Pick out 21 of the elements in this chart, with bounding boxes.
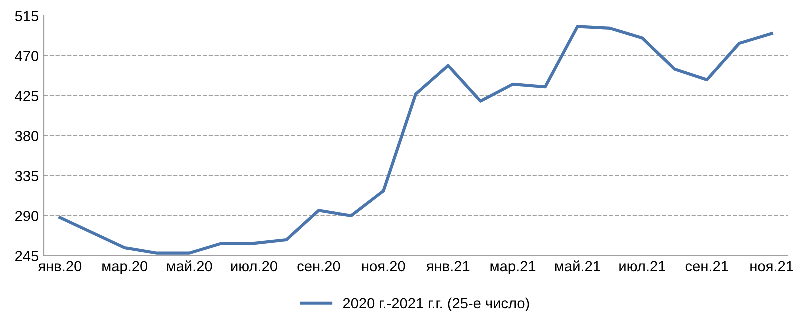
x-tick-label: июл.20 <box>232 261 278 272</box>
y-tick-label: 425 <box>15 91 39 102</box>
y-tick-label: 335 <box>15 171 39 182</box>
y-tick-label: 515 <box>15 11 39 22</box>
x-tick-label: май.20 <box>167 260 212 272</box>
x-tick-label: май.21 <box>555 260 600 272</box>
x-tick-label: июл.21 <box>620 261 666 272</box>
y-tick-label: 470 <box>15 51 39 62</box>
legend-label: 2020 г.-2021 г.г. (25-е число) <box>343 298 530 312</box>
x-tick-label: ноя.21 <box>750 261 794 272</box>
x-tick-label: сен.20 <box>298 261 340 272</box>
x-tick-label: янв.21 <box>426 261 470 272</box>
x-tick-label: мар.21 <box>490 261 536 274</box>
x-tick-label: ноя.20 <box>362 261 406 272</box>
line-series <box>58 25 774 255</box>
x-tick-label: сен.21 <box>686 261 728 272</box>
y-tick-label: 245 <box>16 251 39 262</box>
y-tick-label: 290 <box>16 211 39 222</box>
x-tick-label: янв.20 <box>38 261 82 272</box>
x-tick-label: мар.20 <box>102 261 148 274</box>
y-tick-label: 380 <box>15 131 39 142</box>
